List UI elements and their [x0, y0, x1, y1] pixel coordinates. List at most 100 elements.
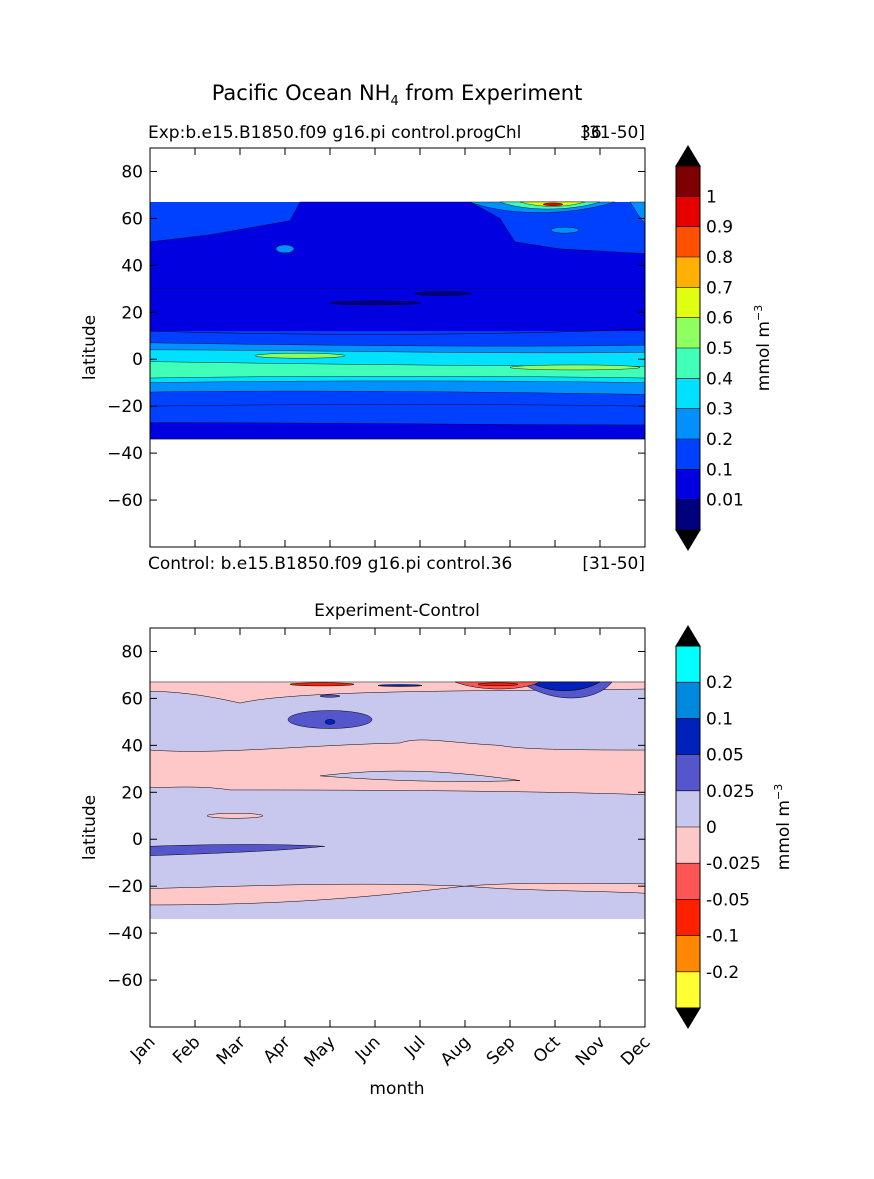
- colorbar-tick-label: -0.05: [706, 890, 750, 910]
- colorbar-segment: [676, 469, 700, 500]
- contour-negative-equator: [150, 844, 326, 856]
- contour-positive-cell: [206, 813, 264, 819]
- y-tick-label: 60: [121, 209, 143, 229]
- contour-negative-cell: [319, 694, 341, 698]
- colorbar-tick-label: 0.05: [706, 746, 744, 766]
- figure-title: Pacific Ocean NH4 from Experiment: [212, 81, 583, 109]
- y-axis-label: latitude: [80, 315, 100, 380]
- x-tick-label: Sep: [483, 1032, 520, 1069]
- top-panel-title-years: [31-50]: [582, 123, 645, 143]
- y-tick-label: 40: [121, 256, 143, 276]
- bottom-colorbar: 0.2 0.1 0.05 0.025 0 -0.025 -0.05 -0.1 -0.2 mmol …: [675, 625, 794, 1029]
- colorbar-segment: [676, 863, 700, 900]
- colorbar-segment: [676, 971, 700, 1008]
- colorbar-tick-label: 0: [706, 818, 717, 838]
- x-tick-label: Nov: [572, 1032, 610, 1070]
- colorbar-segment: [676, 317, 700, 348]
- colorbar-segment: [676, 196, 700, 227]
- y-tick-label: −60: [107, 971, 143, 991]
- colorbar-segment: [676, 439, 700, 470]
- colorbar-extend-high: [675, 145, 701, 167]
- y-tick-label: 20: [121, 303, 143, 323]
- colorbar-label: mmol m−3: [772, 784, 794, 870]
- colorbar-tick-label: 0.4: [706, 369, 733, 389]
- top-colorbar: 0.01 0.1 0.2 0.3 0.4 0.5 0.6 0.7 0.8 0.9 1 mmol m−3: [675, 145, 774, 551]
- y-tick-label: −20: [107, 397, 143, 417]
- contour-cell: [275, 244, 295, 254]
- bottom-axes-frame: [149, 627, 646, 1028]
- contour-line: [150, 328, 645, 335]
- x-axis-label: month: [369, 1079, 424, 1099]
- contour-core: [509, 364, 641, 371]
- top-axes-frame: [149, 147, 646, 548]
- bottom-panel-title: Experiment-Control: [314, 601, 480, 621]
- colorbar-extend-low: [675, 1007, 701, 1029]
- contour-band-south-low: [150, 422, 645, 440]
- x-tick-label: Apr: [260, 1032, 295, 1067]
- contour-band-low: [150, 288, 645, 332]
- x-tick-label: Jun: [351, 1032, 385, 1066]
- colorbar-segment: [676, 899, 700, 936]
- y-tick-label: 20: [121, 783, 143, 803]
- x-tick-label: Jul: [400, 1032, 429, 1061]
- colorbar-segment: [676, 257, 700, 288]
- colorbar-tick-label: 1: [706, 187, 717, 207]
- colorbar-segment: [676, 166, 700, 197]
- colorbar-tick-label: -0.025: [706, 854, 761, 874]
- contour-positive-south: [150, 882, 645, 906]
- colorbar-tick-label: -0.2: [706, 963, 739, 983]
- contour-hotspot-core: [542, 202, 564, 206]
- colorbar-tick-label: 0.2: [706, 430, 733, 450]
- contour-negative-core: [324, 719, 336, 725]
- colorbar-segment: [676, 287, 700, 318]
- top-panel-title-run: 36: [580, 123, 602, 143]
- y-tick-label: 40: [121, 736, 143, 756]
- colorbar-segment: [676, 827, 700, 864]
- colorbar-tick-label: 0.9: [706, 218, 733, 238]
- colorbar-tick-label: 0.6: [706, 309, 733, 329]
- contour-negative-core: [377, 684, 423, 687]
- y-tick-label: −40: [107, 444, 143, 464]
- colorbar-extend-low: [675, 529, 701, 551]
- colorbar-tick-label: 0.1: [706, 709, 733, 729]
- contour-band-high: [150, 361, 645, 379]
- colorbar-extend-high: [675, 625, 701, 647]
- colorbar-tick-label: 0.1: [706, 460, 733, 480]
- y-tick-label: 0: [132, 350, 143, 370]
- colorbar-segment: [676, 499, 700, 530]
- colorbar-segment: [676, 408, 700, 439]
- colorbar-segment: [676, 646, 700, 683]
- control-label: Control: b.e15.B1850.f09 g16.pi control.…: [148, 554, 512, 574]
- y-tick-label: 60: [121, 689, 143, 709]
- contour-cell: [550, 226, 580, 234]
- y-tick-label: −20: [107, 877, 143, 897]
- colorbar-tick-label: -0.1: [706, 927, 739, 947]
- x-tick-label: Feb: [169, 1032, 204, 1067]
- colorbar-tick-label: 0.7: [706, 278, 733, 298]
- colorbar-segment: [676, 790, 700, 827]
- y-tick-label: −60: [107, 491, 143, 511]
- contour-positive-core: [289, 682, 355, 687]
- y-tick-label: 0: [132, 830, 143, 850]
- x-tick-label: May: [301, 1032, 340, 1071]
- colorbar-tick-label: 0.5: [706, 339, 733, 359]
- colorbar-segment: [676, 348, 700, 379]
- control-label-years: [31-50]: [582, 554, 645, 574]
- contour-low-cell: [414, 291, 472, 296]
- contour-negative-core: [529, 681, 601, 691]
- colorbar-tick-label: 0.3: [706, 400, 733, 420]
- colorbar-tick-label: 0.8: [706, 248, 733, 268]
- top-axes: 80 60 40 20 0 −20 −40 −60 latitude: [80, 147, 646, 548]
- colorbar-tick-label: 0.025: [706, 782, 755, 802]
- top-contour-plot: [150, 201, 645, 440]
- x-tick-label: Oct: [530, 1032, 565, 1067]
- colorbar-segment: [676, 682, 700, 719]
- x-tick-label: Dec: [617, 1032, 654, 1069]
- colorbar-tick-label: 0.2: [706, 673, 733, 693]
- contour-negative-cell: [319, 770, 521, 782]
- colorbar-segment: [676, 226, 700, 257]
- colorbar-label: mmol m−3: [752, 305, 774, 391]
- colorbar-segment: [676, 378, 700, 409]
- y-tick-label: −40: [107, 924, 143, 944]
